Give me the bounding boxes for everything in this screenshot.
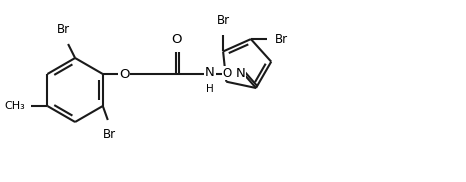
Text: Br: Br <box>217 14 230 27</box>
Text: O: O <box>119 68 130 80</box>
Text: H: H <box>206 84 213 94</box>
Text: N: N <box>236 66 246 80</box>
Text: O: O <box>223 67 232 80</box>
Text: Br: Br <box>56 23 69 36</box>
Text: Br: Br <box>275 33 288 46</box>
Text: CH₃: CH₃ <box>5 101 25 111</box>
Text: Br: Br <box>103 128 116 141</box>
Text: N: N <box>205 66 215 78</box>
Text: O: O <box>171 33 182 46</box>
